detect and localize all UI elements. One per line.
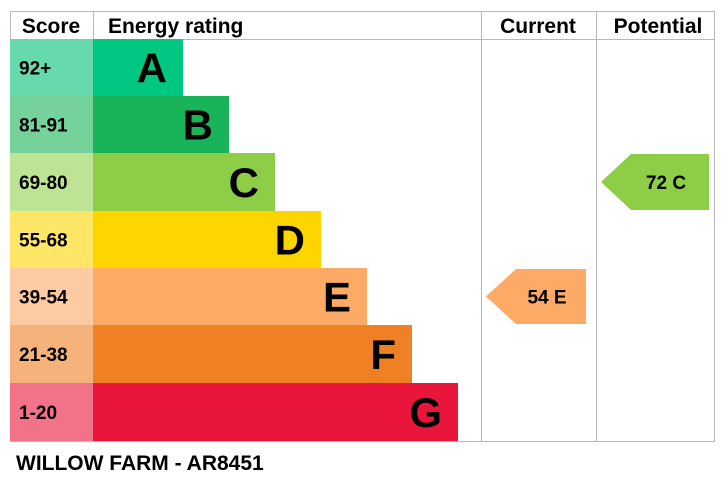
header-energy-rating: Energy rating bbox=[108, 15, 243, 38]
band-range-c: 69-80 bbox=[19, 173, 68, 194]
header-current: Current bbox=[500, 15, 576, 38]
potential-rating-label: 72 C bbox=[646, 173, 686, 194]
band-letter-f: F bbox=[370, 331, 396, 378]
band-letter-a: A bbox=[137, 45, 167, 92]
band-letter-d: D bbox=[275, 217, 305, 264]
band-range-e: 39-54 bbox=[19, 288, 68, 309]
band-range-f: 21-38 bbox=[19, 345, 68, 366]
score-cell-g bbox=[10, 383, 93, 441]
band-bar-f bbox=[93, 325, 412, 383]
epc-chart: 92+ A81-91 B69-80 C55-68 D39-54 E21-38 F1-20 G … bbox=[10, 11, 715, 442]
header-potential: Potential bbox=[614, 15, 703, 38]
band-range-a: 92+ bbox=[19, 59, 51, 80]
score-cell-b bbox=[10, 96, 93, 153]
band-bar-e bbox=[93, 268, 367, 325]
score-cell-f bbox=[10, 325, 93, 383]
score-cell-d bbox=[10, 211, 93, 268]
score-cell-a bbox=[10, 39, 93, 96]
band-bar-c bbox=[93, 153, 275, 211]
column-headers: Score Energy rating Current Potential bbox=[22, 15, 703, 38]
band-bar-d bbox=[93, 211, 321, 268]
band-range-b: 81-91 bbox=[19, 116, 68, 137]
rating-bands: 92+ A 81-91 B 69-80 C 55-68 D 39-54 E 21-38 F 1-20 G bbox=[10, 39, 458, 441]
band-bar-g bbox=[93, 383, 458, 441]
band-bar-b bbox=[93, 96, 229, 153]
band-letter-e: E bbox=[323, 274, 351, 321]
current-rating-label: 54 E bbox=[527, 288, 566, 309]
band-letter-b: B bbox=[183, 102, 213, 149]
current-rating-arrow bbox=[486, 269, 586, 324]
band-letter-g: G bbox=[409, 389, 442, 436]
band-letter-c: C bbox=[229, 159, 259, 206]
header-score: Score bbox=[22, 15, 80, 38]
rating-markers: 54 E 72 C bbox=[486, 154, 709, 324]
property-name: WILLOW FARM - AR8451 bbox=[16, 452, 264, 475]
band-bar-a bbox=[93, 39, 183, 96]
band-range-d: 55-68 bbox=[19, 231, 68, 252]
potential-rating-arrow bbox=[601, 154, 709, 210]
score-cell-c bbox=[10, 153, 93, 211]
score-cell-e bbox=[10, 268, 93, 325]
band-range-g: 1-20 bbox=[19, 403, 57, 424]
